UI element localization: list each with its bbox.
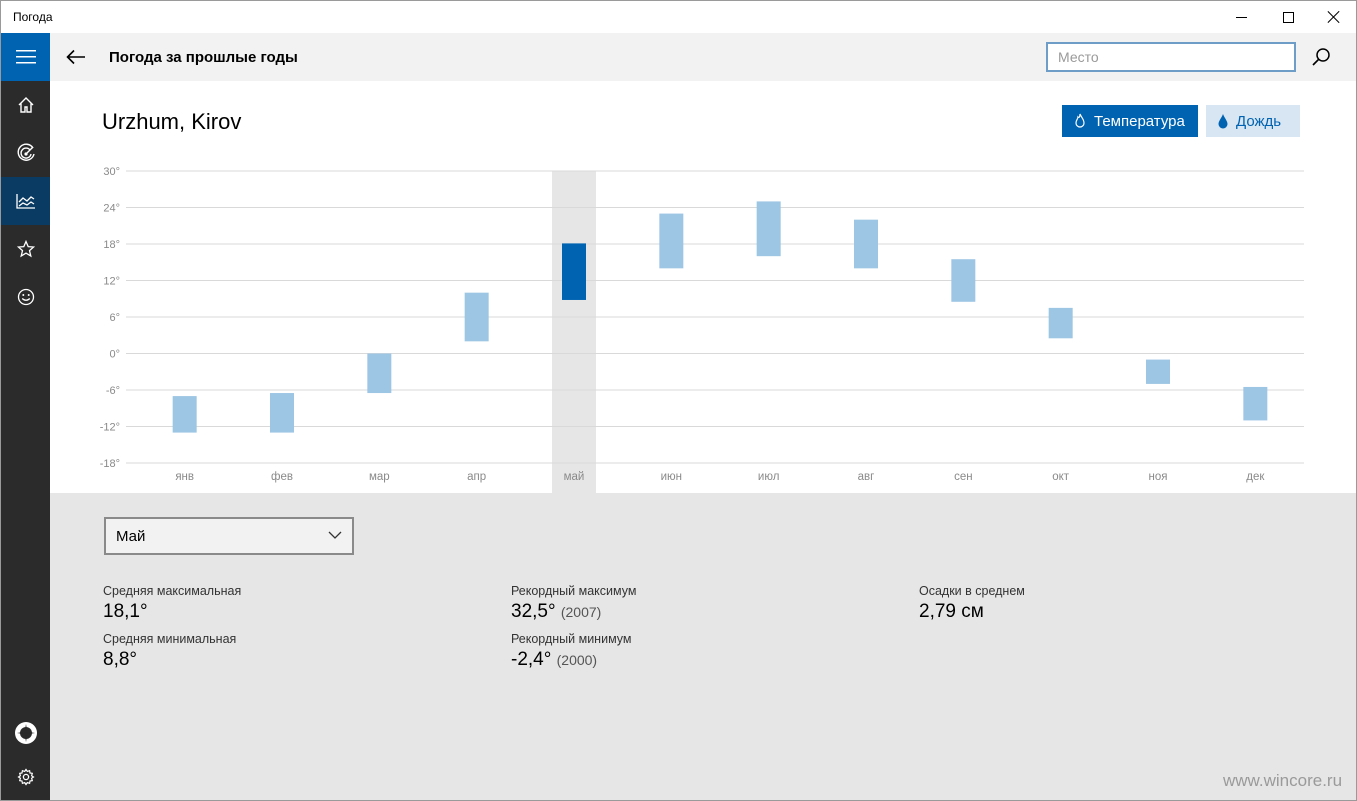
- record-min-value-group: -2,4° (2000): [511, 649, 597, 671]
- chevron-down-icon: [328, 531, 342, 539]
- x-tick-label: фев: [271, 471, 293, 483]
- menu-icon: [15, 50, 36, 64]
- nav-item-forecast[interactable]: [1, 81, 50, 129]
- range-bar-2: [270, 393, 294, 433]
- x-tick-label: авг: [858, 471, 875, 483]
- nav-item-places[interactable]: [1, 225, 50, 273]
- back-arrow-icon: [66, 49, 85, 65]
- x-tick-label: янв: [175, 471, 194, 483]
- x-tick-label: ноя: [1149, 471, 1168, 483]
- precip-label: Осадки в среднем: [919, 584, 1025, 598]
- search-icon: [1312, 48, 1330, 66]
- range-bar-1: [172, 396, 197, 433]
- x-tick-label: окт: [1052, 471, 1070, 483]
- selected-month-column: [552, 171, 596, 493]
- nav-item-maps[interactable]: [1, 129, 50, 177]
- gear-icon: [16, 768, 35, 786]
- minimize-icon: [1235, 16, 1247, 18]
- nav-rail: [1, 33, 50, 800]
- range-bar-7: [756, 201, 781, 257]
- precip-value: 2,79 см: [919, 601, 984, 622]
- range-bar-4: [464, 292, 489, 342]
- maximize-icon: [1282, 11, 1294, 23]
- flame-icon: [1075, 113, 1085, 128]
- range-bar-10: [1048, 307, 1073, 339]
- maximize-button[interactable]: [1265, 1, 1311, 33]
- y-tick-label: 0°: [109, 349, 120, 361]
- x-tick-label: сен: [954, 471, 973, 483]
- page-header: Погода за прошлые годы: [50, 33, 1356, 81]
- details-panel: Май Средняя максимальная 18,1° Средняя м…: [50, 493, 1356, 800]
- nav-item-feedback[interactable]: [1, 273, 50, 321]
- raindrop-icon: [1218, 114, 1228, 129]
- y-tick-label: -6°: [106, 385, 120, 397]
- x-tick-label: дек: [1246, 471, 1265, 483]
- avg-min-label: Средняя минимальная: [103, 632, 237, 646]
- record-min-label: Рекордный минимум: [511, 632, 632, 646]
- range-bar-11: [1146, 359, 1170, 384]
- window-title: Погода: [13, 10, 53, 24]
- y-tick-label: 12°: [103, 276, 120, 288]
- radar-icon: [17, 143, 35, 161]
- location-title: Urzhum, Kirov: [102, 109, 242, 134]
- y-tick-label: 24°: [103, 203, 120, 215]
- temperature-toggle-button[interactable]: Температура: [1062, 105, 1198, 137]
- smiley-icon: [17, 288, 34, 306]
- rain-toggle-button[interactable]: Дождь: [1206, 105, 1300, 137]
- avg-max-label: Средняя максимальная: [103, 584, 242, 598]
- x-tick-label: мар: [369, 471, 390, 483]
- month-dropdown[interactable]: Май: [104, 517, 354, 555]
- hamburger-button[interactable]: [1, 33, 50, 81]
- account-icon: [14, 722, 37, 744]
- record-max-value: 32,5°: [511, 601, 556, 622]
- watermark: www.wincore.ru: [1223, 771, 1343, 790]
- nav-item-historical[interactable]: [1, 177, 50, 225]
- page-title: Погода за прошлые годы: [109, 49, 298, 66]
- record-min-value: -2,4°: [511, 649, 552, 670]
- y-tick-label: -18°: [100, 458, 120, 470]
- chart-panel: 30° 24° 18° 12° 6° 0° -6° -12° -18° янв фев мар апр м…: [50, 81, 1356, 493]
- range-bar-8: [854, 219, 878, 269]
- title-bar: Погода: [1, 1, 1356, 33]
- avg-max-value: 18,1°: [103, 601, 148, 622]
- account-button[interactable]: [1, 709, 50, 757]
- search-input[interactable]: [1046, 42, 1296, 72]
- y-tick-label: 18°: [103, 239, 120, 251]
- range-bar-3: [367, 353, 392, 394]
- close-icon: [1327, 10, 1341, 24]
- search-button[interactable]: [1306, 42, 1336, 72]
- record-max-year: (2007): [560, 604, 602, 620]
- x-tick-label: июл: [758, 471, 780, 483]
- close-button[interactable]: [1311, 1, 1357, 33]
- rain-toggle-label: Дождь: [1236, 112, 1282, 130]
- minimize-button[interactable]: [1218, 1, 1264, 33]
- range-bar-5: [562, 243, 586, 300]
- range-bar-12: [1243, 386, 1268, 421]
- y-tick-label: 6°: [109, 312, 120, 324]
- range-bar-6: [659, 213, 684, 269]
- temperature-chart: 30° 24° 18° 12° 6° 0° -6° -12° -18° янв фев мар апр м…: [100, 166, 1304, 493]
- x-tick-label: июн: [661, 471, 682, 483]
- temperature-toggle-label: Температура: [1094, 112, 1185, 130]
- settings-button[interactable]: [1, 753, 50, 801]
- record-max-value-group: 32,5° (2007): [511, 601, 601, 623]
- back-button[interactable]: [60, 41, 92, 73]
- avg-min-value: 8,8°: [103, 649, 138, 670]
- history-chart-icon: [15, 194, 35, 209]
- month-dropdown-value: Май: [116, 527, 146, 545]
- range-bar-9: [951, 259, 976, 302]
- y-tick-label: -12°: [100, 422, 120, 434]
- home-icon: [18, 97, 33, 113]
- star-icon: [16, 240, 35, 258]
- record-max-label: Рекордный максимум: [511, 584, 637, 598]
- record-min-year: (2000): [556, 652, 598, 668]
- y-tick-label: 30°: [103, 166, 120, 178]
- x-tick-label: май: [564, 471, 585, 483]
- x-tick-label: апр: [467, 471, 486, 483]
